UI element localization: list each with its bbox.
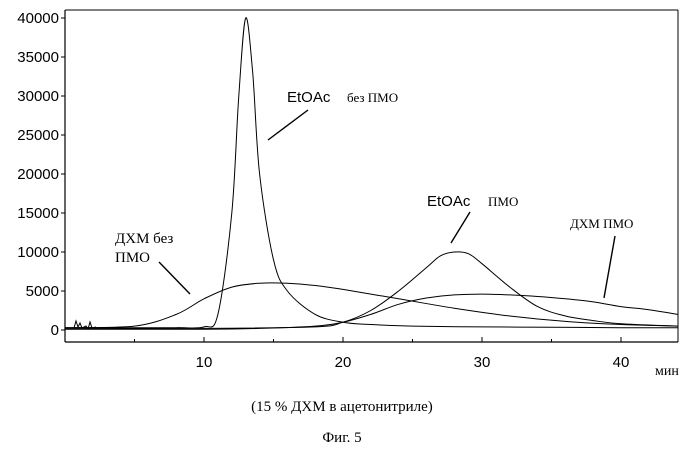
annotation-dcm-pmo: ДХМ ПМО [570, 216, 633, 298]
y-axis-ticks: 0 5000 10000 15000 20000 25000 30000 35000 40000 [17, 10, 65, 339]
y-tick-label: 15000 [17, 205, 59, 222]
chromatogram-curves [65, 18, 678, 330]
x-axis-label: мин [655, 364, 679, 379]
x-tick-label: 30 [474, 354, 491, 371]
annotation-dcm-no-pmo: ДХМ без ПМО [115, 231, 190, 294]
y-tick-label: 30000 [17, 88, 59, 105]
chart-caption: (15 % ДХМ в ацетонитриле) [251, 399, 433, 415]
annotation-etoac-no-pmo-sub: без ПМО [347, 90, 398, 105]
annotation-etoac-no-pmo-main: EtOAc [287, 89, 331, 106]
y-tick-label: 35000 [17, 49, 59, 66]
series-line-2 [65, 252, 678, 329]
annotation-etoac-pmo-sub: ПМО [488, 194, 518, 209]
figure-label: Фиг. 5 [322, 430, 361, 446]
y-tick-label: 5000 [26, 283, 59, 300]
annotation-etoac-no-pmo-pointer [268, 110, 308, 140]
x-tick-label: 40 [613, 354, 630, 371]
series-line-0 [65, 18, 678, 328]
x-tick-label: 20 [335, 354, 352, 371]
series-line-3 [65, 294, 678, 329]
annotation-dcm-no-pmo-pointer [159, 262, 190, 294]
series-line-1 [65, 283, 678, 328]
y-tick-label: 20000 [17, 166, 59, 183]
y-tick-label: 25000 [17, 127, 59, 144]
annotation-dcm-no-pmo-line1: ДХМ без [115, 231, 173, 247]
x-tick-label: 10 [196, 354, 213, 371]
y-tick-label: 10000 [17, 244, 59, 261]
annotation-etoac-pmo-main: EtOAc [427, 193, 471, 210]
y-tick-label: 0 [51, 322, 59, 339]
annotation-etoac-pmo-pointer [451, 212, 470, 243]
plot-frame [65, 10, 678, 342]
annotation-dcm-pmo-pointer [604, 236, 615, 298]
y-tick-label: 40000 [17, 10, 59, 27]
annotation-dcm-no-pmo-line2: ПМО [115, 250, 150, 266]
annotation-etoac-pmo: EtOAc ПМО [427, 193, 518, 243]
annotation-dcm-pmo-text: ДХМ ПМО [570, 216, 633, 231]
annotation-etoac-no-pmo: EtOAc без ПМО [268, 89, 398, 140]
